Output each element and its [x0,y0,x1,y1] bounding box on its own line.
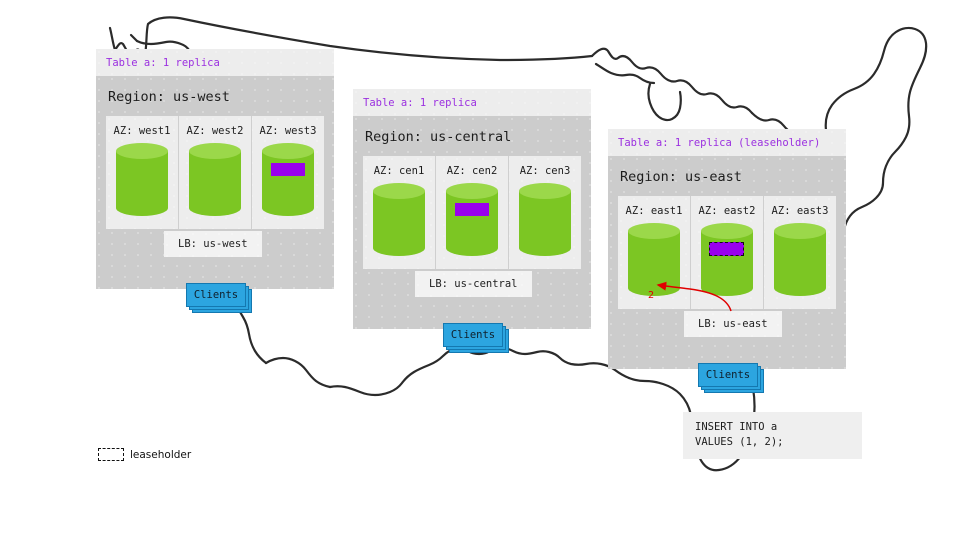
az-label: AZ: west2 [186,125,244,137]
az-label: AZ: cen2 [446,165,498,177]
az-west1[interactable]: AZ: west1 [106,116,178,229]
cylinder-body [116,151,168,208]
region-title-us-east: Region: us-east [620,169,742,185]
cylinder-body [446,191,498,248]
cylinder-body [774,231,826,288]
cylinder-body [701,231,753,288]
replica-range [271,163,305,176]
clients-card-front[interactable]: Clients [443,323,503,347]
sql-statement-box: INSERT INTO a VALUES (1, 2); [683,412,862,459]
az-label: AZ: east3 [771,205,829,217]
az-west3[interactable]: AZ: west3 [251,116,324,229]
node-cylinder[interactable] [116,143,168,216]
node-cylinder[interactable] [262,143,314,216]
load-balancer-us-west[interactable]: LB: us-west [164,231,262,257]
region-body-us-east: Region: us-east AZ: east1 AZ: east2 [608,156,846,369]
cylinder-top [446,183,498,199]
legend: leaseholder [98,448,191,461]
region-title-us-central: Region: us-central [365,129,512,145]
az-label: AZ: cen3 [519,165,571,177]
az-cen3[interactable]: AZ: cen3 [508,156,581,269]
az-east1[interactable]: AZ: east1 [618,196,690,309]
cylinder-top [373,183,425,199]
dashed-rectangle-icon [98,448,124,461]
legend-label: leaseholder [130,448,192,461]
clients-card-front[interactable]: Clients [698,363,758,387]
load-balancer-us-central[interactable]: LB: us-central [415,271,532,297]
az-cen1[interactable]: AZ: cen1 [363,156,435,269]
clients-card-front[interactable]: Clients [186,283,246,307]
cylinder-body [262,151,314,208]
az-cen2[interactable]: AZ: cen2 [435,156,508,269]
az-east3[interactable]: AZ: east3 [763,196,836,309]
az-east2[interactable]: AZ: east2 [690,196,763,309]
arrow-label-2: 2 [648,290,655,301]
cylinder-top [519,183,571,199]
node-cylinder[interactable] [519,183,571,256]
cylinder-top [701,223,753,239]
az-west2[interactable]: AZ: west2 [178,116,251,229]
node-cylinder[interactable] [628,223,680,296]
region-title-us-west: Region: us-west [108,89,230,105]
az-label: AZ: cen1 [373,165,425,177]
cylinder-body [628,231,680,288]
clients-us-central[interactable]: Clients [443,323,509,353]
cylinder-body [189,151,241,208]
node-cylinder[interactable] [774,223,826,296]
cylinder-top [116,143,168,159]
leaseholder-range [709,242,744,256]
node-cylinder[interactable] [373,183,425,256]
load-balancer-us-east[interactable]: LB: us-east [684,311,782,337]
region-panel-us-west: Table a: 1 replica Region: us-west AZ: w… [96,49,334,313]
clients-us-east[interactable]: Clients [698,363,764,393]
az-label: AZ: east2 [698,205,756,217]
replica-range [455,203,489,216]
node-cylinder[interactable] [446,183,498,256]
region-panel-us-east: Table a: 1 replica (leaseholder) Region:… [608,129,846,393]
region-body-us-central: Region: us-central AZ: cen1 AZ: cen2 [353,116,591,329]
clients-us-west[interactable]: Clients [186,283,252,313]
az-label: AZ: west1 [113,125,171,137]
cylinder-top [189,143,241,159]
replica-note-us-east: Table a: 1 replica (leaseholder) [608,129,846,156]
node-cylinder[interactable] [189,143,241,216]
replica-note-us-west: Table a: 1 replica [96,49,334,76]
region-body-us-west: Region: us-west AZ: west1 AZ: west2 [96,76,334,289]
az-label: AZ: east1 [625,205,683,217]
cylinder-body [519,191,571,248]
az-group-us-west: AZ: west1 AZ: west2 AZ [106,116,324,229]
node-cylinder[interactable] [701,223,753,296]
region-panel-us-central: Table a: 1 replica Region: us-central AZ… [353,89,591,353]
cylinder-body [373,191,425,248]
cylinder-top [628,223,680,239]
cylinder-top [774,223,826,239]
az-group-us-central: AZ: cen1 AZ: cen2 [363,156,581,269]
replica-note-us-central: Table a: 1 replica [353,89,591,116]
az-label: AZ: west3 [259,125,317,137]
cylinder-top [262,143,314,159]
